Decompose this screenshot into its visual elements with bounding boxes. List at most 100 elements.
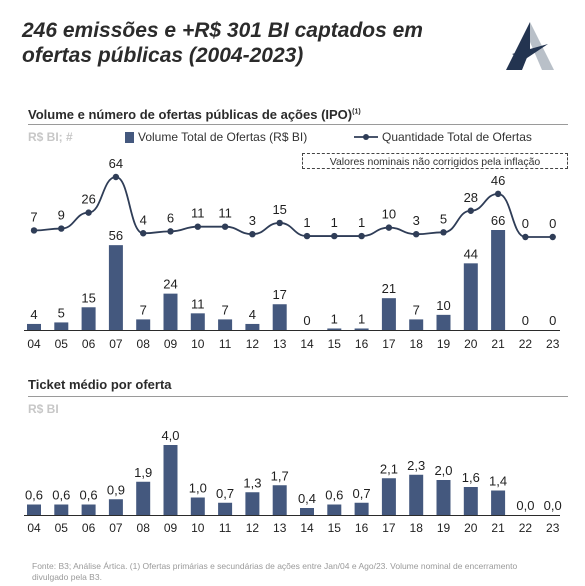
x-tick-label: 21 xyxy=(491,337,505,351)
legend-line: Quantidade Total de Ofertas xyxy=(354,130,532,144)
x-tick-label: 07 xyxy=(109,521,123,535)
x-tick-label: 12 xyxy=(246,337,260,351)
chart1-unit-label: R$ BI; # xyxy=(28,130,73,144)
legend-line-swatch xyxy=(354,134,378,140)
x-tick-label: 05 xyxy=(55,521,69,535)
ticket-data-label: 2,0 xyxy=(434,463,452,478)
volume-bar xyxy=(436,314,451,330)
ticket-data-label: 0,6 xyxy=(80,488,98,503)
quantity-data-label: 26 xyxy=(81,192,95,207)
x-tick-label: 10 xyxy=(191,337,205,351)
ticket-data-label: 1,7 xyxy=(271,468,289,483)
volume-data-label: 56 xyxy=(109,228,123,243)
ticket-data-label: 0,6 xyxy=(52,488,70,503)
volume-bar xyxy=(381,298,396,330)
x-tick-label: 12 xyxy=(246,521,260,535)
inflation-note: Valores nominais não corrigidos pela inf… xyxy=(302,153,568,169)
volume-bar xyxy=(27,323,41,330)
quantity-point xyxy=(249,230,256,238)
x-tick-label: 19 xyxy=(437,521,451,535)
ticket-data-label: 0,0 xyxy=(516,498,534,513)
x-tick-label: 11 xyxy=(219,337,232,351)
ticket-bar xyxy=(190,497,205,515)
volume-chart: 4045051506560770824091110711412171301411… xyxy=(24,156,560,351)
x-tick-label: 04 xyxy=(27,521,41,535)
x-tick-label: 23 xyxy=(546,337,560,351)
ticket-chart: 0,6 04 0,6 05 0,6 06 0,9 07 1,9 08 4,0 09 1,0 10 0,7 11… xyxy=(24,428,562,535)
quantity-point xyxy=(221,223,229,230)
x-tick-label: 07 xyxy=(109,337,123,351)
volume-data-label: 4 xyxy=(30,307,37,322)
ticket-data-label: 1,9 xyxy=(134,465,152,480)
chart2-divider xyxy=(28,396,568,397)
quantity-point xyxy=(30,227,38,234)
ticket-data-label: 2,3 xyxy=(407,458,425,473)
chart2-title: Ticket médio por oferta xyxy=(28,377,172,392)
x-tick-label: 22 xyxy=(519,337,533,351)
quantity-data-label: 46 xyxy=(491,173,505,188)
quantity-point xyxy=(276,219,283,227)
chart2-unit-label: R$ BI xyxy=(28,402,59,416)
volume-bar xyxy=(245,323,260,330)
legend-bar: Volume Total de Ofertas (R$ BI) xyxy=(125,130,307,144)
x-tick-label: 18 xyxy=(410,337,424,351)
quantity-data-label: 6 xyxy=(167,210,174,225)
volume-data-label: 17 xyxy=(272,287,286,302)
ticket-data-label: 0,6 xyxy=(325,488,343,503)
quantity-data-label: 10 xyxy=(382,207,396,222)
volume-data-label: 1 xyxy=(358,311,365,326)
quantity-point xyxy=(194,223,201,230)
quantity-data-label: 0 xyxy=(522,216,529,231)
x-tick-label: 06 xyxy=(82,337,96,351)
quantity-data-label: 1 xyxy=(358,215,365,230)
volume-bar xyxy=(327,328,342,330)
quantity-point xyxy=(549,233,556,241)
volume-data-label: 0 xyxy=(522,313,529,328)
quantity-point xyxy=(385,224,393,231)
quantity-data-label: 1 xyxy=(331,215,338,230)
x-tick-label: 21 xyxy=(491,521,505,535)
quantity-point xyxy=(494,190,502,198)
x-tick-label: 20 xyxy=(464,521,478,535)
x-tick-label: 06 xyxy=(82,521,96,535)
x-tick-label: 15 xyxy=(328,521,342,535)
ticket-data-label: 0,6 xyxy=(25,488,43,503)
volume-bar xyxy=(272,304,287,330)
ticket-data-label: 0,4 xyxy=(298,491,316,506)
ticket-bar xyxy=(327,504,342,515)
volume-data-label: 7 xyxy=(140,302,147,317)
ticket-data-label: 1,6 xyxy=(462,470,480,485)
ticket-data-label: 0,7 xyxy=(216,486,234,501)
volume-bar xyxy=(190,313,205,330)
quantity-point xyxy=(413,230,420,238)
volume-bar xyxy=(218,319,233,330)
ticket-bar xyxy=(354,502,369,515)
x-tick-label: 16 xyxy=(355,337,369,351)
ticket-data-label: 1,3 xyxy=(243,475,261,490)
quantity-point xyxy=(303,232,311,240)
quantity-point xyxy=(522,233,529,241)
ticket-bar xyxy=(381,478,396,515)
volume-bar xyxy=(409,319,424,330)
ticket-bar xyxy=(108,499,123,515)
x-tick-label: 18 xyxy=(410,521,424,535)
chart1-divider xyxy=(28,124,568,125)
quantity-data-label: 1 xyxy=(303,215,310,230)
quantity-point xyxy=(140,230,147,237)
volume-data-label: 24 xyxy=(163,277,177,292)
ticket-data-label: 0,9 xyxy=(107,482,125,497)
quantity-data-label: 64 xyxy=(109,156,123,171)
page-title: 246 emissões e +R$ 301 BI captados em of… xyxy=(22,19,423,67)
quantity-point xyxy=(112,173,120,181)
legend-bar-label: Volume Total de Ofertas (R$ BI) xyxy=(138,130,308,144)
ticket-bar xyxy=(245,492,260,515)
quantity-point xyxy=(467,207,474,214)
volume-data-label: 11 xyxy=(191,296,205,311)
volume-data-label: 0 xyxy=(303,313,310,328)
ticket-bar xyxy=(163,445,178,515)
x-tick-label: 22 xyxy=(519,521,533,535)
ticket-bar xyxy=(81,504,96,515)
ticket-data-label: 0,0 xyxy=(544,498,562,513)
volume-bar xyxy=(81,307,96,330)
quantity-point xyxy=(85,209,92,216)
